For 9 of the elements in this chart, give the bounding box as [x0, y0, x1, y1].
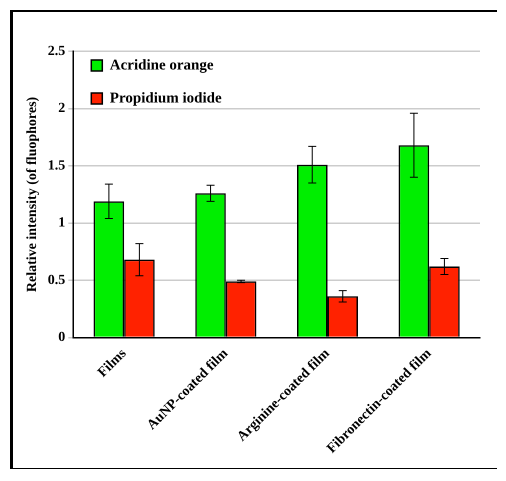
y-tick-label: 0: [58, 330, 66, 346]
y-tick-label: 2: [58, 101, 66, 116]
y-tick-label: 0.5: [48, 272, 66, 288]
legend-label: Acridine orange: [110, 57, 214, 74]
y-axis-title: Relative intensity (of fluophores): [25, 96, 40, 292]
y-tick-label: 1: [58, 216, 66, 231]
legend-label: Propidium iodide: [110, 90, 222, 106]
y-tick-label: 1.5: [48, 158, 66, 174]
y-tick-label: 2.5: [48, 44, 66, 60]
